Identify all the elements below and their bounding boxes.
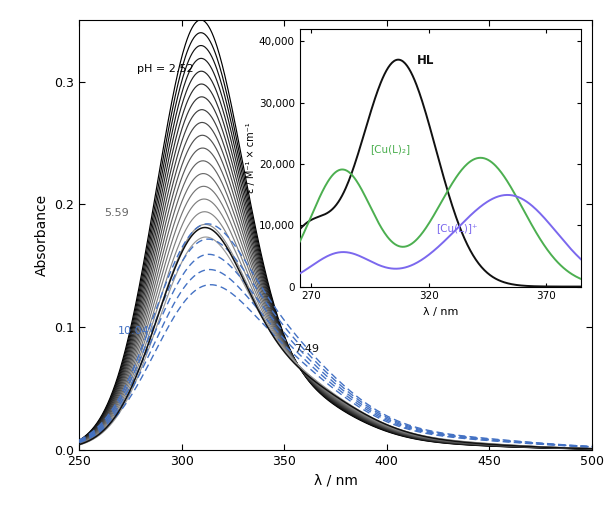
Y-axis label: Absorbance: Absorbance <box>35 194 49 276</box>
Text: 10.04: 10.04 <box>118 326 150 336</box>
Text: 7.49: 7.49 <box>295 344 320 354</box>
Text: pH = 2.52: pH = 2.52 <box>137 64 193 75</box>
X-axis label: λ / nm: λ / nm <box>314 473 357 487</box>
Text: 5.59: 5.59 <box>104 208 129 218</box>
